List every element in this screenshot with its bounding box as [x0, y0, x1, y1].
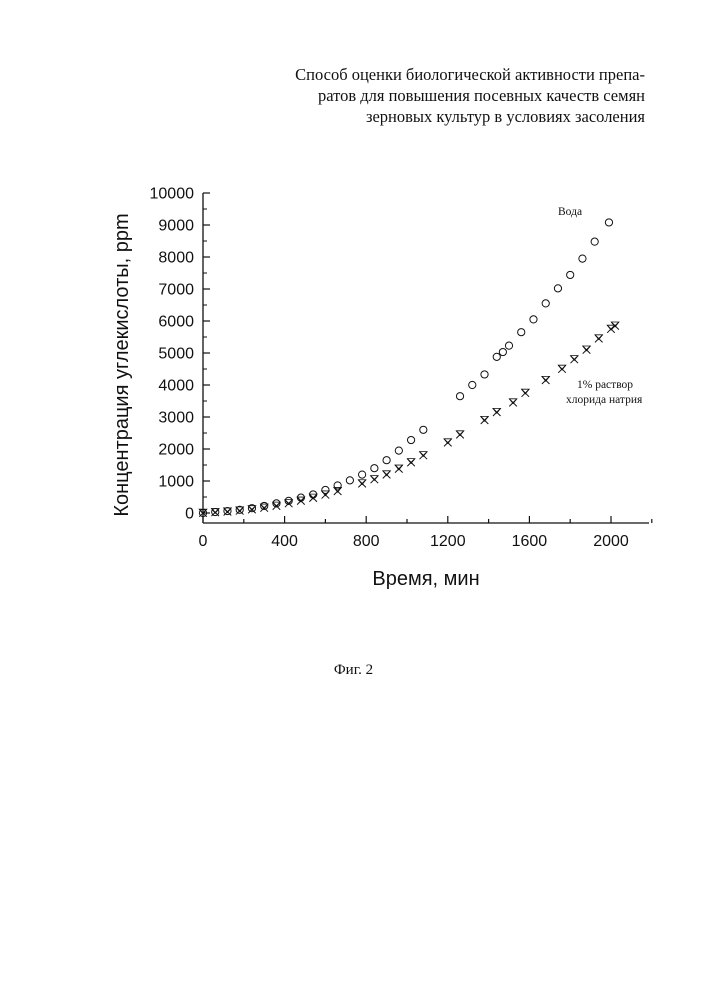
point-water [499, 348, 506, 355]
point-nacl [607, 325, 615, 333]
point-water [567, 271, 574, 278]
point-nacl [407, 459, 415, 467]
point-water [395, 447, 402, 454]
y-tick-label: 3000 [158, 410, 194, 427]
point-water [359, 471, 366, 478]
point-nacl [558, 365, 566, 373]
point-nacl [542, 376, 550, 384]
point-nacl [481, 416, 489, 424]
y-tick-label: 2000 [158, 442, 194, 459]
x-tick-label: 800 [353, 533, 380, 550]
point-water [493, 353, 500, 360]
y-tick-label: 9000 [158, 218, 194, 235]
x-tick-label: 400 [271, 533, 298, 550]
legend-water: Вода [558, 206, 582, 218]
point-nacl [611, 322, 619, 330]
y-tick-label: 0 [185, 506, 194, 523]
co2-concentration-chart: 0100020003000400050006000700080009000100… [0, 0, 707, 1000]
point-water [469, 381, 476, 388]
point-water [346, 477, 353, 484]
point-nacl [383, 471, 391, 479]
y-tick-label: 7000 [158, 282, 194, 299]
point-water [334, 482, 341, 489]
point-water [579, 255, 586, 262]
point-water [420, 426, 427, 433]
point-water [481, 371, 488, 378]
y-tick-label: 6000 [158, 314, 194, 331]
point-nacl [358, 480, 366, 488]
point-nacl [522, 389, 530, 397]
point-nacl [395, 465, 403, 473]
point-water [383, 457, 390, 464]
x-axis-label: Время, мин [372, 568, 479, 590]
point-nacl [595, 335, 603, 343]
point-nacl [371, 476, 379, 484]
y-axis-label: Концентрация углекислоты, ppm [111, 213, 133, 516]
point-nacl [297, 497, 305, 505]
point-nacl [211, 509, 219, 517]
point-nacl [509, 399, 517, 407]
axes: 0100020003000400050006000700080009000100… [150, 186, 652, 551]
point-water [518, 329, 525, 336]
point-nacl [322, 491, 330, 499]
y-tick-label: 5000 [158, 346, 194, 363]
point-water [554, 285, 561, 292]
y-tick-label: 10000 [150, 186, 195, 203]
point-water [456, 393, 463, 400]
point-water [605, 219, 612, 226]
point-nacl [420, 452, 428, 460]
point-water [505, 342, 512, 349]
y-tick-label: 8000 [158, 250, 194, 267]
x-tick-label: 1600 [512, 533, 548, 550]
legend-nacl: 1% раствор хлорида натрия [566, 379, 643, 406]
point-water [542, 300, 549, 307]
x-tick-label: 0 [199, 533, 208, 550]
legend-nacl-line-1: 1% раствор [577, 379, 633, 391]
x-tick-label: 1200 [430, 533, 466, 550]
point-water [530, 316, 537, 323]
point-nacl [493, 408, 501, 416]
point-water [371, 465, 378, 472]
point-water [407, 436, 414, 443]
legend-nacl-line-2: хлорида натрия [566, 394, 643, 406]
point-water [591, 238, 598, 245]
point-nacl [444, 439, 452, 447]
y-tick-label: 4000 [158, 378, 194, 395]
point-nacl [583, 346, 591, 354]
x-tick-label: 2000 [593, 533, 629, 550]
figure-caption: Фиг. 2 [0, 662, 707, 679]
data-marks [199, 219, 619, 517]
point-nacl [570, 356, 578, 364]
point-nacl [309, 494, 317, 502]
y-tick-label: 1000 [158, 474, 194, 491]
point-nacl [456, 431, 464, 439]
